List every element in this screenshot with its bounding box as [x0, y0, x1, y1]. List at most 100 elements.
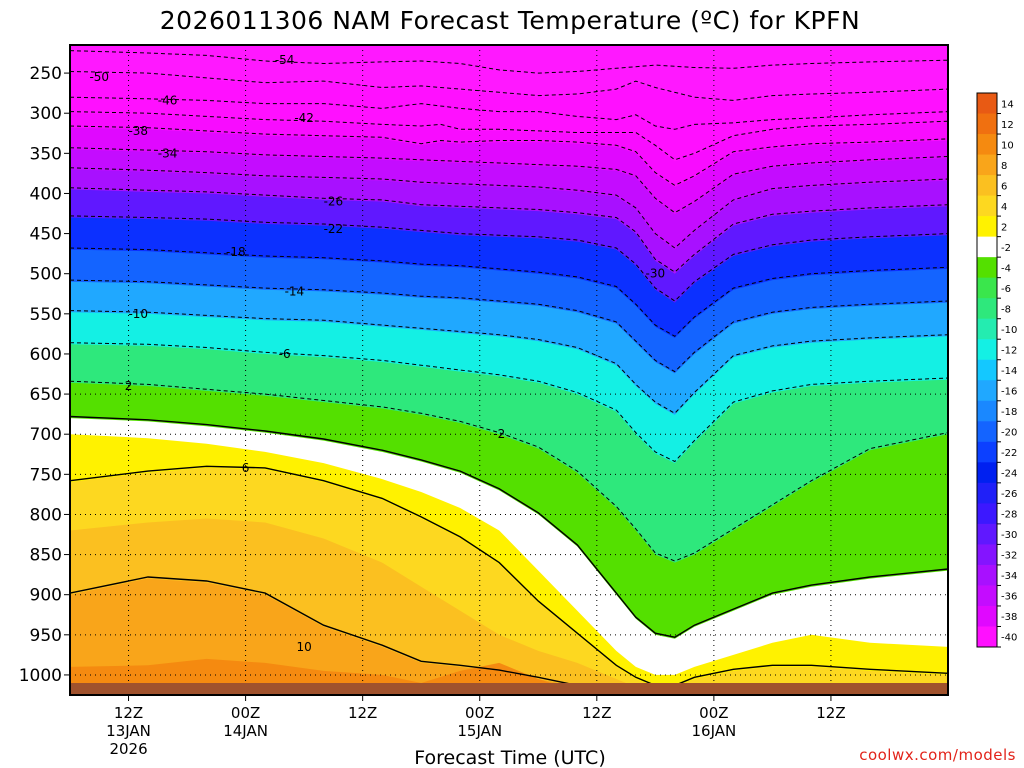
colorbar-label: 2: [1001, 222, 1007, 233]
colorbar-label: 6: [1001, 181, 1007, 192]
colorbar-label: -18: [1001, 407, 1017, 418]
isotherm-label: -10: [128, 307, 148, 321]
plot-frame: [69, 44, 949, 696]
colorbar-label: -26: [1001, 489, 1017, 500]
y-tick-label: 300: [30, 104, 62, 124]
isotherm--6: [70, 342, 948, 463]
colorbar-swatch: [977, 113, 997, 135]
isotherm-label: -54: [275, 53, 295, 67]
colorbar-swatch: [977, 544, 997, 566]
isotherm--54: [70, 50, 948, 74]
y-tick-label: 800: [30, 505, 62, 525]
colorbar-label: -24: [1001, 469, 1017, 480]
isotherm-label: -2: [493, 427, 505, 441]
y-tick-label: 850: [30, 546, 62, 566]
colorbar-swatch: [977, 134, 997, 156]
ground-strip: [70, 683, 948, 695]
colorbar-label: -20: [1001, 428, 1017, 439]
colorbar-swatch: [977, 626, 997, 648]
colorbar-label: 8: [1001, 161, 1007, 172]
colorbar-swatch: [977, 298, 997, 320]
x-tick-label: 16JAN: [691, 722, 736, 740]
isotherm--26: [70, 187, 948, 273]
isotherm-label: -26: [324, 194, 344, 208]
x-tick-label: 12Z: [114, 704, 143, 722]
isotherm-label: -34: [158, 146, 178, 160]
colorbar-swatch: [977, 400, 997, 422]
isotherm-label: -18: [226, 245, 246, 259]
plot-area: -54-50-46-42-38-34-30-26-22-18-14-10-6-2…: [69, 44, 949, 696]
y-tick-label: 750: [30, 465, 62, 485]
isotherm-10: [70, 576, 617, 695]
isotherm--34: [70, 147, 948, 214]
isotherm--18: [70, 247, 948, 337]
isotherm--38: [70, 125, 948, 186]
colorbar-swatch: [977, 585, 997, 607]
colorbar-label: -28: [1001, 510, 1017, 521]
isotherm--10: [70, 310, 948, 414]
colorbar-label: -38: [1001, 612, 1017, 623]
x-tick-label: 2026: [109, 740, 147, 758]
colorbar-label: 4: [1001, 202, 1007, 213]
colorbar-swatch: [977, 605, 997, 627]
colorbar-swatch: [977, 195, 997, 217]
chart-title: 2026011306 NAM Forecast Temperature (ºC)…: [160, 6, 860, 35]
isotherm--30: [70, 167, 948, 249]
x-tick-label: 14JAN: [223, 722, 268, 740]
site-credit[interactable]: coolwx.com/models: [859, 746, 1016, 764]
isotherm-label: -42: [294, 111, 314, 125]
y-tick-label: 550: [30, 305, 62, 325]
colorbar: 14 12 10 8 6 4 2 -2 -4 -6 -8 -10 -12 -14 -16 -18 -20 -22 -…: [976, 92, 1017, 648]
isotherm--22: [70, 215, 948, 302]
colorbar-label: 10: [1001, 140, 1014, 151]
y-tick-label: 250: [30, 64, 62, 84]
isotherm-label: -14: [285, 284, 305, 298]
colorbar-swatch: [977, 441, 997, 463]
colorbar-swatch: [977, 175, 997, 197]
colorbar-label: -30: [1001, 530, 1017, 541]
colorbar-label: -6: [1001, 284, 1011, 295]
isotherm-label: -50: [89, 70, 109, 84]
colorbar-label: -12: [1001, 345, 1017, 356]
colorbar-swatch: [977, 380, 997, 402]
x-tick-label: 00Z: [231, 704, 260, 722]
colorbar-swatch: [977, 257, 997, 279]
isotherm-label: 6: [242, 461, 250, 475]
colorbar-swatch: [977, 564, 997, 586]
colorbar-swatch: [977, 216, 997, 238]
y-tick-label: 500: [30, 265, 62, 285]
colorbar-label: -2: [1001, 243, 1011, 254]
y-axis: 250 300 350 400 450 500 550 600 650 700 750 800 850 9…: [19, 64, 70, 686]
y-tick-label: 350: [30, 144, 62, 164]
colorbar-swatch: [977, 462, 997, 484]
isotherm--2: [70, 380, 948, 562]
y-tick-label: 900: [30, 586, 62, 606]
colorbar-label: -8: [1001, 304, 1011, 315]
isotherm--14: [70, 279, 948, 373]
x-tick-label: 12Z: [348, 704, 377, 722]
isotherm-2: [70, 415, 948, 638]
isotherm-label: 10: [296, 640, 311, 654]
x-tick-label: 00Z: [465, 704, 494, 722]
colorbar-swatch: [977, 421, 997, 443]
colorbar-swatch: [977, 339, 997, 361]
colorbar-swatch: [977, 318, 997, 340]
colorbar-label: -16: [1001, 387, 1017, 398]
colorbar-label: -10: [1001, 325, 1017, 336]
colorbar-swatch: [977, 359, 997, 381]
x-tick-label: 12Z: [816, 704, 845, 722]
isotherm--42: [70, 111, 948, 161]
x-tick-label: 15JAN: [457, 722, 502, 740]
y-tick-label: 400: [30, 184, 62, 204]
x-tick-label: 13JAN: [106, 722, 151, 740]
colorbar-label: -36: [1001, 592, 1017, 603]
isotherm-label: -22: [324, 222, 344, 236]
x-tick-label: 00Z: [699, 704, 728, 722]
colorbar-label: -32: [1001, 551, 1017, 562]
y-tick-label: 600: [30, 345, 62, 365]
colorbar-frame: [976, 92, 998, 648]
colorbar-label: -22: [1001, 448, 1017, 459]
colorbar-swatch: [977, 154, 997, 176]
x-axis-label: Forecast Time (UTC): [414, 747, 605, 768]
